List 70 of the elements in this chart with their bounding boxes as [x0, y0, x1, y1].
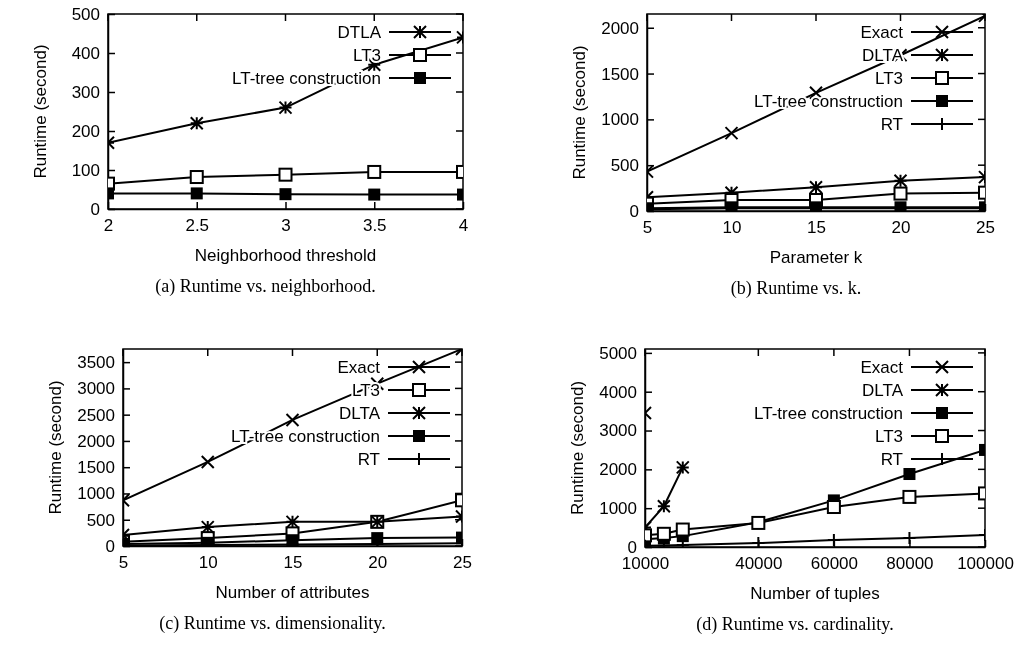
- legend-label: Exact: [860, 22, 904, 42]
- x-tick-label: 40000: [735, 554, 783, 574]
- legend-label: DLTA: [339, 403, 381, 423]
- legend-label: RT: [357, 449, 380, 469]
- legend-label: LT3: [874, 68, 903, 88]
- x-tick-label: 25: [453, 553, 472, 573]
- y-tick-label: 1000: [77, 484, 115, 504]
- y-tick-label: 500: [610, 156, 639, 176]
- y-tick-label: 4000: [599, 382, 637, 402]
- y-tick-label: 2000: [601, 18, 639, 38]
- y-axis-title: Runtime (second): [570, 45, 589, 180]
- x-tick-label: 10000: [621, 554, 670, 574]
- legend-label: LT3: [352, 45, 381, 65]
- x-axis-title: Parameter k: [769, 248, 863, 267]
- x-tick-label: 2.5: [185, 216, 210, 236]
- y-tick-label: 5000: [599, 343, 637, 363]
- y-tick-label: 3500: [77, 353, 115, 373]
- x-tick-label: 80000: [886, 554, 934, 574]
- y-tick-label: 3000: [77, 379, 115, 399]
- x-tick-label: 4: [458, 216, 469, 236]
- legend-label: Exact: [860, 357, 904, 377]
- y-tick-label: 1500: [77, 458, 115, 478]
- text: (d) Runtime vs. cardinality.: [696, 614, 894, 635]
- x-tick-label: 15: [283, 553, 303, 573]
- legend-label: LT-tree construction: [754, 403, 903, 423]
- y-tick-label: 0: [90, 199, 100, 219]
- legend-label: RT: [880, 449, 903, 469]
- y-tick-label: 200: [71, 121, 100, 141]
- y-tick-label: 500: [71, 4, 100, 24]
- legend-label: LT3: [874, 426, 903, 446]
- legend-label: DTLA: [337, 22, 382, 42]
- x-tick-label: 20: [891, 218, 911, 238]
- y-tick-label: 0: [629, 201, 639, 221]
- x-tick-label: 2: [103, 216, 114, 236]
- y-tick-label: 1000: [599, 499, 637, 519]
- y-tick-label: 2500: [77, 405, 115, 425]
- y-axis-title: Runtime (second): [46, 380, 65, 515]
- y-tick-label: 0: [627, 537, 637, 557]
- text: (c) Runtime vs. dimensionality.: [159, 613, 386, 634]
- y-tick-label: 100: [71, 160, 100, 180]
- y-tick-label: 400: [71, 43, 100, 63]
- x-tick-label: 25: [976, 218, 995, 238]
- x-axis-title: Number of attributes: [215, 583, 370, 602]
- y-tick-label: 3000: [599, 421, 637, 441]
- legend-label: DLTA: [862, 380, 904, 400]
- x-tick-label: 20: [368, 553, 388, 573]
- y-tick-label: 1500: [601, 64, 639, 84]
- y-axis-title: Runtime (second): [31, 44, 50, 179]
- y-tick-label: 500: [86, 510, 115, 530]
- legend-label: Exact: [337, 357, 381, 377]
- x-tick-label: 15: [807, 218, 826, 238]
- text: (a) Runtime vs. neighborhood.: [155, 276, 376, 297]
- text: (b) Runtime vs. k.: [730, 278, 862, 299]
- y-tick-label: 1000: [601, 110, 639, 130]
- x-tick-label: 3.5: [362, 216, 387, 236]
- x-tick-label: 10: [198, 553, 218, 573]
- y-tick-label: 2000: [77, 431, 115, 451]
- x-axis-title: Number of tuples: [750, 584, 880, 603]
- legend-label: RT: [880, 114, 903, 134]
- y-tick-label: 300: [71, 82, 100, 102]
- x-tick-label: 5: [118, 553, 129, 573]
- x-axis-title: Neighborhood threshold: [194, 246, 377, 265]
- y-tick-label: 0: [105, 536, 115, 556]
- x-tick-label: 60000: [810, 554, 859, 574]
- y-tick-label: 2000: [599, 460, 637, 480]
- x-tick-label: 3: [281, 216, 291, 236]
- x-tick-label: 5: [642, 218, 653, 238]
- x-tick-label: 10: [722, 218, 742, 238]
- y-axis-title: Runtime (second): [568, 380, 587, 516]
- x-tick-label: 100000: [957, 554, 1014, 574]
